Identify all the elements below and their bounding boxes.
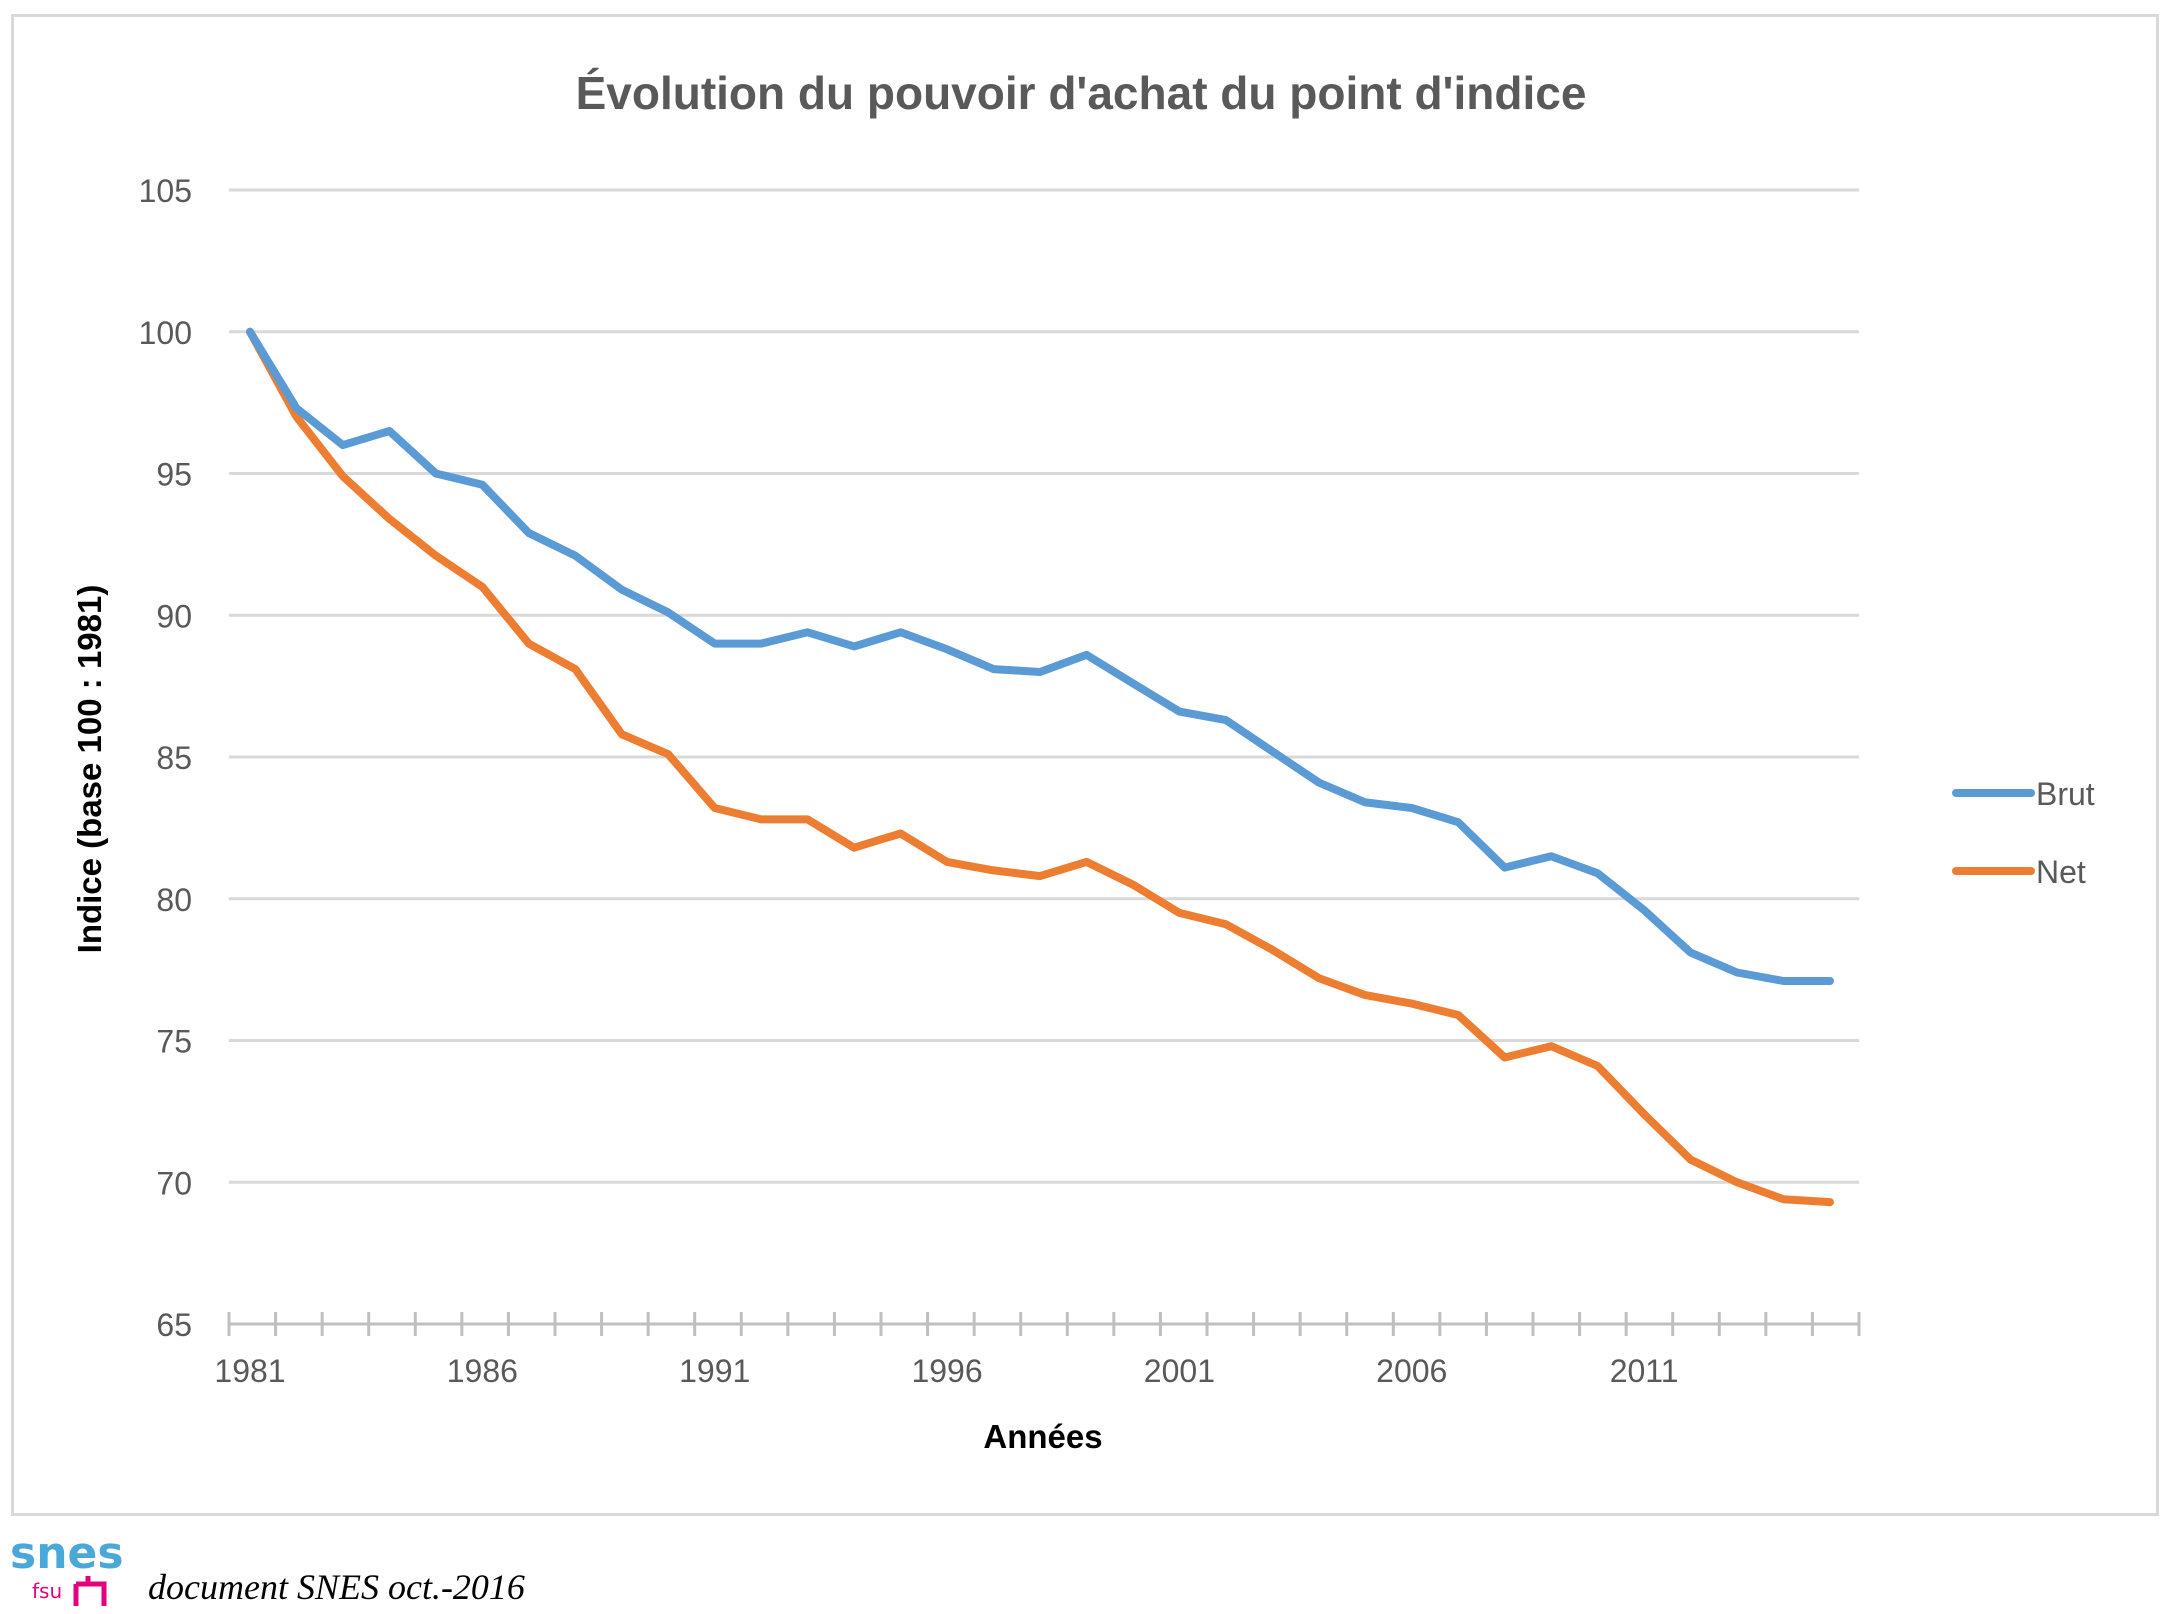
chart-frame: Évolution du pouvoir d'achat du point d'… xyxy=(11,14,2159,1516)
y-tick-label: 105 xyxy=(139,173,192,209)
x-tick-label: 2001 xyxy=(1144,1353,1215,1389)
series-line-brut xyxy=(246,327,1834,985)
legend-label-brut: Brut xyxy=(2036,776,2095,812)
x-tick-label: 1981 xyxy=(214,1353,285,1389)
logo-text-fsu: fsu xyxy=(32,1579,62,1603)
x-tick-label: 1996 xyxy=(911,1353,982,1389)
y-tick-label: 95 xyxy=(156,457,192,493)
y-tick-label: 80 xyxy=(156,882,192,918)
series-lines xyxy=(246,327,1834,1207)
y-tick-label: 100 xyxy=(139,315,192,351)
x-tick-label: 1986 xyxy=(447,1353,518,1389)
x-axis: 1981 1986 1991 1996 2001 2006 2011 xyxy=(214,1312,1861,1389)
y-tick-label: 85 xyxy=(156,740,192,776)
snes-fsu-logo: snes fsu xyxy=(8,1518,138,1608)
legend: Brut Net xyxy=(1952,776,2095,890)
gridlines xyxy=(229,188,1859,1184)
y-axis-title: Indice (base 100 : 1981) xyxy=(71,585,108,954)
x-tick-label: 2006 xyxy=(1376,1353,1447,1389)
logo-figure-icon xyxy=(73,1576,107,1606)
y-axis: 65 70 75 80 85 90 95 100 105 xyxy=(139,173,192,1343)
chart-title: Évolution du pouvoir d'achat du point d'… xyxy=(576,67,1587,119)
y-tick-label: 70 xyxy=(156,1165,192,1201)
footer-caption: document SNES oct.-2016 xyxy=(148,1567,525,1607)
x-tick-label: 2011 xyxy=(1610,1353,1679,1389)
logo-text-snes: snes xyxy=(10,1528,124,1579)
x-tick-label: 1991 xyxy=(679,1353,750,1389)
line-chart: Évolution du pouvoir d'achat du point d'… xyxy=(71,67,2095,1455)
legend-label-net: Net xyxy=(2036,854,2086,890)
y-tick-label: 90 xyxy=(156,598,192,634)
series-line-net xyxy=(246,327,1834,1207)
y-tick-label: 75 xyxy=(156,1024,192,1060)
y-tick-label: 65 xyxy=(156,1307,192,1343)
x-axis-title: Années xyxy=(983,1418,1102,1455)
